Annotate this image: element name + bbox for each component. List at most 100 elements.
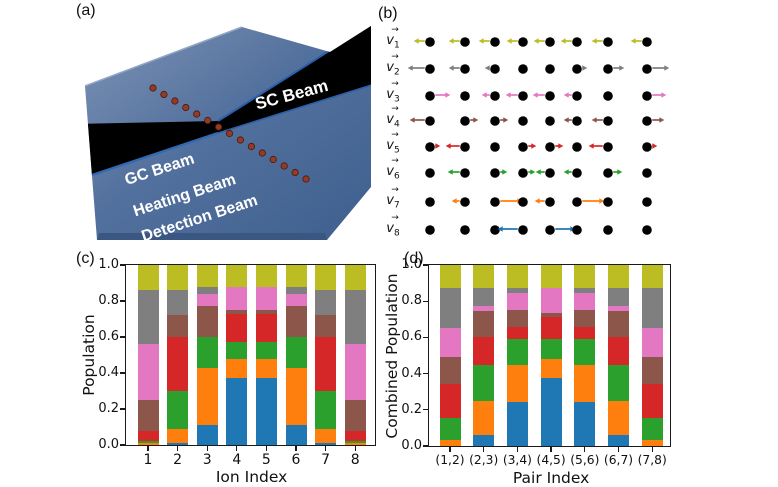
ion-dot	[460, 37, 470, 47]
bar-segment-mode-v7	[196, 367, 218, 426]
ion-dot	[490, 91, 500, 101]
mode-arrow-head	[560, 38, 566, 44]
x-tick-label: (1,2)	[435, 453, 465, 467]
y-tick-label: 1.0	[98, 257, 119, 272]
x-tick-mark	[354, 446, 356, 452]
bar-segment-mode-v6	[255, 341, 277, 359]
ion-dot	[642, 64, 652, 74]
bar-segment-mode-v7	[473, 400, 495, 436]
y-tick-mark	[119, 264, 125, 266]
ion-dot	[545, 37, 555, 47]
ion-dot	[460, 142, 470, 152]
x-tick-label: 4	[232, 452, 242, 468]
bar-segment-mode-v3	[574, 293, 596, 311]
mode-arrow-head	[505, 92, 511, 98]
ion-dot	[545, 64, 555, 74]
bar-segment-mode-v6	[641, 417, 663, 440]
mode-arrow-head	[558, 143, 564, 149]
ion-dot	[490, 37, 500, 47]
mode-arrow-head	[535, 169, 541, 175]
ion-dot	[642, 142, 652, 152]
x-tick-mark	[176, 446, 179, 452]
mode-label-v4: → v4	[380, 105, 406, 132]
ion-dot	[518, 64, 528, 74]
bar-segment-mode-v3	[608, 305, 629, 312]
mode-arrow-head	[478, 38, 484, 44]
ion-dot	[204, 116, 212, 125]
y-tick-label: 0.0	[401, 438, 422, 453]
sc-beam	[218, 26, 371, 133]
bar-segment-mode-v2	[608, 287, 629, 306]
bar-segment-mode-v7	[608, 400, 629, 436]
bar-segment-mode-v2	[574, 287, 596, 294]
bar-segment-mode-v3	[506, 293, 528, 311]
mode-arrow-head	[448, 65, 454, 71]
x-tick-mark	[295, 446, 297, 452]
x-tick-label: 8	[350, 452, 360, 468]
bar-segment-mode-v1	[506, 265, 528, 288]
x-tick-label: 6	[291, 452, 301, 468]
ion-dot	[425, 168, 435, 178]
bar-segment-mode-v5	[608, 337, 629, 365]
mode-label-v7: → v7	[380, 186, 406, 213]
bar-segment-mode-v2	[315, 290, 337, 316]
ion-dot	[572, 91, 582, 101]
bar-segment-mode-v3	[196, 293, 218, 307]
x-tick-label: 2	[173, 452, 183, 468]
mode-arrow-head	[563, 92, 569, 98]
ion-dot	[603, 168, 613, 178]
x-tick-label: (3,4)	[502, 453, 532, 467]
bar-segment-mode-v5	[315, 337, 337, 392]
y-tick-mark	[422, 336, 428, 339]
bar-segment-mode-v2	[439, 287, 461, 329]
ion-dot	[182, 103, 190, 112]
ion-dot	[269, 155, 277, 164]
bar-segment-mode-v3	[255, 286, 277, 311]
bar-segment-mode-v4	[608, 311, 629, 338]
ion-dot	[545, 225, 555, 235]
ion-dot	[460, 91, 470, 101]
mode-symbol: v7	[386, 193, 400, 211]
x-tick-mark	[324, 446, 327, 452]
bar-segment-mode-v3	[226, 286, 248, 311]
bar-segment-mode-v6	[196, 337, 218, 368]
bar-segment-mode-v7	[285, 367, 307, 426]
ion-dot	[425, 37, 435, 47]
ion-dot	[572, 116, 582, 126]
x-tick-mark	[483, 447, 485, 453]
bar-segment-mode-v8	[473, 435, 495, 446]
mode-vector-diagram: → v1 → v2 → v3 → v4 → v5 → v6 → v7 → v8	[370, 18, 710, 248]
mode-label-v2: → v2	[380, 53, 406, 80]
ion-dot	[545, 197, 555, 207]
y-tick-mark	[422, 409, 428, 411]
bar-segment-mode-v7	[439, 439, 461, 446]
x-tick-mark	[550, 447, 552, 453]
mode-arrow-head	[534, 198, 540, 204]
bar-segment-mode-v8	[285, 425, 307, 445]
x-tick-mark	[236, 446, 238, 452]
bar-segment-mode-v6	[344, 441, 366, 444]
x-tick-label: (7,8)	[637, 453, 667, 467]
ion-index-axis-label: Ion Index	[215, 468, 288, 486]
ion-dot	[603, 142, 613, 152]
bar-segment-mode-v5	[641, 384, 663, 418]
bar-segment-mode-v8	[574, 401, 596, 446]
bar-segment-mode-v6	[439, 417, 461, 440]
bar-segment-mode-v6	[285, 337, 307, 368]
x-tick-mark	[206, 446, 208, 452]
bar-segment-mode-v6	[574, 339, 596, 365]
ion-dot	[642, 168, 652, 178]
ion-dot	[160, 90, 168, 99]
mode-arrow-head	[652, 143, 658, 149]
bar-segment-mode-v5	[506, 327, 528, 340]
bar-stack-2	[167, 265, 189, 445]
mode-symbol: v2	[386, 60, 400, 78]
bar-segment-mode-v8	[506, 401, 528, 446]
population-axis-label: Population	[80, 314, 98, 396]
bar-segment-mode-v8	[167, 443, 189, 445]
bar-segment-mode-v3	[285, 293, 307, 307]
bar-segment-mode-v2	[285, 286, 307, 294]
ion-dot	[572, 142, 582, 152]
mode-arrow-head	[448, 38, 454, 44]
